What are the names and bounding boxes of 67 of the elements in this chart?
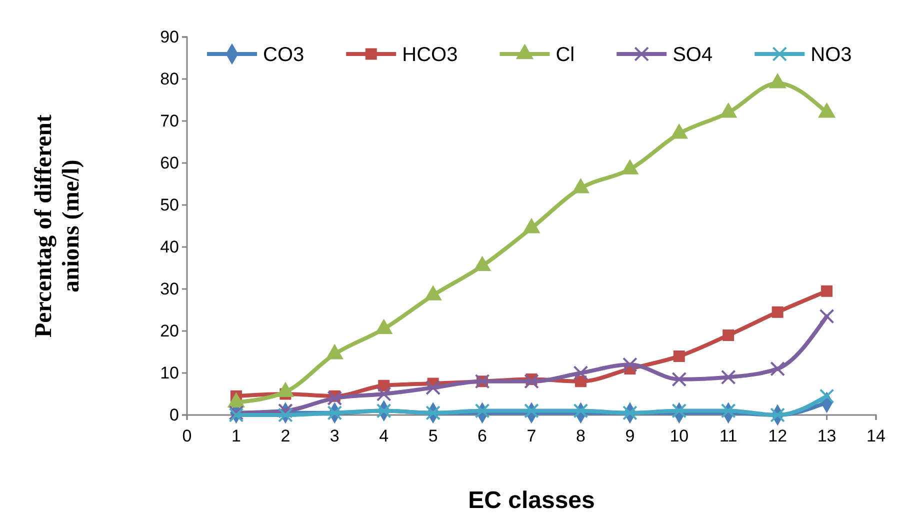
legend-label: NO3 [810,44,852,66]
x-tick-label: 4 [379,426,389,446]
point [327,390,342,406]
y-tick-label: 90 [160,27,179,46]
point [573,403,588,418]
point [426,380,441,396]
point [426,405,441,420]
x-tick-label: 9 [625,426,635,446]
point [720,102,737,118]
point [720,403,736,418]
point [818,102,836,118]
point [474,256,491,271]
x-tick-label: 7 [526,426,536,446]
x-tick-label: 3 [330,426,340,446]
point [376,386,392,402]
x-tick-label: 5 [428,426,438,446]
point [720,370,736,385]
legend-label: HCO3 [402,44,458,66]
point [622,405,638,420]
point [819,308,834,324]
y-tick-label: 50 [160,195,179,214]
point [524,374,539,389]
point [572,178,590,194]
x-tick-label: 1 [231,426,241,446]
point [474,403,490,418]
x-tick-label: 8 [576,426,586,446]
y-tick-label: 60 [160,153,179,172]
point [770,408,786,422]
x-tick-label: 12 [768,426,788,446]
point [672,403,687,418]
point [376,403,392,418]
point [524,403,539,418]
point [722,329,734,341]
x-axis-title: EC classes [468,487,595,514]
x-tick-label: 13 [817,426,836,446]
x-tick-label: 2 [280,426,290,446]
point [523,218,540,234]
point [819,388,834,404]
point [327,405,342,420]
point [424,286,442,300]
x-tick-label: 10 [670,426,689,446]
y-tick-label: 0 [170,405,179,424]
x-tick-label: 6 [478,426,488,446]
x-tick-label: 0 [182,426,192,446]
legend-label: CO3 [263,44,304,66]
x-tick-label: 14 [866,426,886,446]
y-tick-label: 70 [160,111,179,130]
point [278,408,293,422]
legend-label: SO4 [672,44,713,66]
point [670,124,688,139]
y-tick-label: 20 [160,321,179,340]
point [621,160,638,174]
y-tick-label: 30 [160,279,179,298]
y-axis-title: Percentag of different anions (me/l) [30,114,84,338]
point [622,357,638,372]
point [770,361,786,376]
point [821,285,833,297]
y-tick-label: 10 [160,363,179,382]
y-tick-label: 80 [160,69,179,88]
point [769,74,786,88]
point [673,350,685,362]
point [672,372,687,387]
legend-label: Cl [556,44,575,66]
point [573,366,588,380]
y-tick-label: 40 [160,237,179,256]
x-tick-label: 11 [720,426,738,446]
point [772,306,784,318]
